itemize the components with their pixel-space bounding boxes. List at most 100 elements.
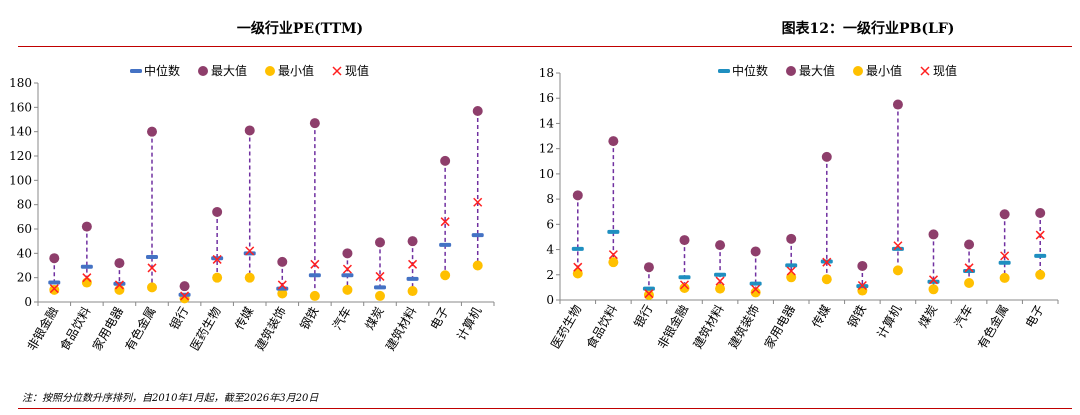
pb-max-point <box>964 239 975 250</box>
pe-x-tick-label: 建筑材料 <box>382 304 419 353</box>
pb-current-mark <box>608 250 618 260</box>
pb-y-tick-label: 4 <box>546 243 554 257</box>
pe-min-point <box>407 286 418 297</box>
pe-legend-label: 中位数 <box>144 63 180 78</box>
pe-x-tick-label: 计算机 <box>453 304 484 343</box>
pb-min-point <box>750 287 761 298</box>
pe-current-mark <box>440 217 450 227</box>
pe-x-tick-label: 汽车 <box>329 304 354 332</box>
pe-current-mark <box>375 271 385 281</box>
pe-y-tick-label: 60 <box>17 222 32 236</box>
pe-min-point <box>375 290 385 301</box>
pe-y-tick-label: 0 <box>24 295 32 309</box>
pb-legend-label: 中位数 <box>732 63 768 78</box>
pe-x-tick-label: 有色金属 <box>122 304 159 353</box>
pb-max-point <box>999 209 1010 220</box>
pe-median-mark <box>80 264 93 269</box>
pe-current-mark <box>147 263 157 273</box>
pe-legend-label: 最小值 <box>278 63 314 78</box>
pe-y-tick-label: 20 <box>17 271 32 285</box>
pb-median-mark <box>571 246 584 251</box>
pe-median-mark <box>406 276 419 281</box>
pb-max-point <box>715 240 726 251</box>
pb-x-tick-label: 计算机 <box>874 302 905 341</box>
pe-current-mark <box>82 273 92 283</box>
pb-legend-median-icon <box>718 69 730 73</box>
pe-legend-min-icon <box>265 66 275 76</box>
pe-y-tick-label: 80 <box>17 198 32 212</box>
pe-current-mark <box>408 259 418 269</box>
pb-current-mark <box>573 262 583 272</box>
pb-x-tick-label: 银行 <box>631 303 655 331</box>
pb-min-point <box>715 283 726 294</box>
pe-y-tick-label: 100 <box>9 173 32 187</box>
pe-max-point <box>179 281 190 292</box>
pe-median-mark <box>341 273 354 278</box>
pb-max-point <box>786 233 797 244</box>
pe-min-point <box>212 272 223 283</box>
pb-min-point <box>928 284 939 295</box>
pb-min-point <box>572 268 583 279</box>
pb-y-tick-label: 14 <box>539 116 555 130</box>
pe-min-point <box>309 290 320 301</box>
pb-current-mark <box>1000 251 1010 261</box>
pb-min-point <box>821 274 832 285</box>
pb-y-tick-label: 8 <box>546 192 554 206</box>
pe-max-point <box>49 253 60 264</box>
pe-median-mark <box>471 233 484 238</box>
pe-min-point <box>244 272 255 283</box>
pe-median-mark <box>48 280 61 285</box>
pb-current-mark <box>893 241 903 251</box>
pb-x-tick-label: 建筑装饰 <box>725 302 762 351</box>
pb-max-point <box>928 229 939 240</box>
pb-y-tick-label: 6 <box>546 217 554 231</box>
pb-x-tick-label: 汽车 <box>951 302 976 330</box>
pb-current-mark <box>786 266 796 276</box>
pe-legend-label: 最大值 <box>211 63 247 78</box>
pe-max-point <box>472 105 483 116</box>
pe-y-tick-label: 180 <box>9 76 32 90</box>
pe-x-tick-label: 家用电器 <box>89 304 126 353</box>
pb-max-point <box>1035 207 1046 218</box>
pe-median-mark <box>146 254 158 259</box>
pe-x-tick-label: 非银金融 <box>24 304 61 353</box>
pb-current-mark <box>822 257 832 267</box>
pe-min-point <box>472 260 483 271</box>
pe-current-mark <box>342 264 352 274</box>
pe-y-tick-label: 120 <box>9 149 32 163</box>
pb-y-tick-label: 16 <box>539 91 554 105</box>
pb-median-mark <box>749 281 762 286</box>
pe-current-mark <box>114 280 124 290</box>
pb-legend-max-icon <box>786 66 796 76</box>
pe-legend-median-icon <box>130 69 142 73</box>
pb-max-point <box>892 99 903 110</box>
pb-current-mark <box>715 276 725 286</box>
pe-current-mark <box>212 254 222 264</box>
pb-min-point <box>608 257 619 268</box>
pb-current-mark <box>751 284 761 294</box>
pb-min-point <box>1035 269 1046 280</box>
pe-min-point <box>114 284 125 295</box>
pe-min-point <box>440 270 451 281</box>
pb-y-tick-label: 0 <box>546 293 554 307</box>
pb-min-point <box>786 272 797 283</box>
pe-max-point <box>440 155 451 166</box>
pe-y-tick-label: 40 <box>17 246 32 260</box>
pb-legend-label: 最小值 <box>866 63 902 78</box>
top-divider <box>18 46 1072 47</box>
pe-chart-title: 一级行业PE(TTM) <box>236 21 364 37</box>
pb-median-mark <box>714 272 727 277</box>
pb-max-point <box>821 151 832 162</box>
pb-min-point <box>643 289 654 300</box>
pe-x-tick-label: 钢铁 <box>297 305 321 333</box>
pb-x-tick-label: 非银金融 <box>654 302 691 351</box>
pb-legend-label: 现值 <box>933 63 957 78</box>
pe-min-point <box>277 288 288 299</box>
pb-x-tick-label: 建筑材料 <box>690 302 727 351</box>
pb-x-tick-label: 医药生物 <box>548 303 584 352</box>
pb-median-mark <box>785 263 798 268</box>
pb-median-mark <box>678 275 691 280</box>
pe-median-mark <box>374 285 386 290</box>
pe-min-point <box>49 284 60 295</box>
